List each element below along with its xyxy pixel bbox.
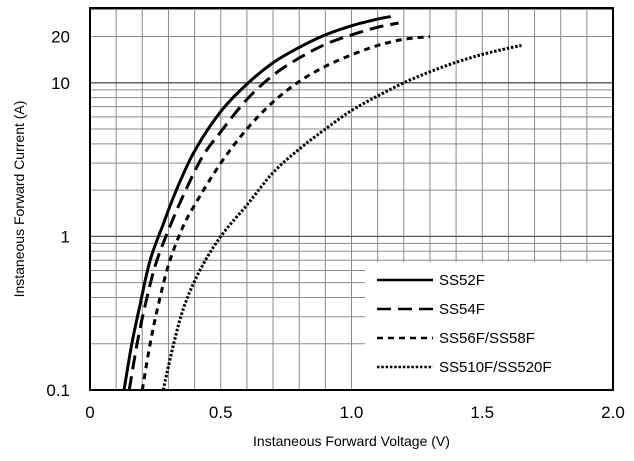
legend-box bbox=[365, 262, 613, 390]
series-line-1 bbox=[122, 15, 392, 391]
x-tick-label: 1.0 bbox=[340, 403, 364, 422]
series-group bbox=[122, 15, 522, 391]
series-line-4 bbox=[161, 44, 522, 391]
series-line-2 bbox=[127, 21, 399, 391]
legend-label: SS54F bbox=[439, 301, 485, 318]
legend-label: SS56F/SS58F bbox=[439, 330, 535, 347]
tick-labels: 0 0.5 1.0 1.5 2.0 0.1 1 10 20 bbox=[46, 28, 624, 422]
x-tick-label: 0.5 bbox=[209, 403, 233, 422]
x-tick-label: 1.5 bbox=[470, 403, 494, 422]
y-tick-label: 10 bbox=[51, 74, 70, 93]
x-axis-title: Instaneous Forward Voltage (V) bbox=[253, 433, 450, 449]
y-tick-label: 20 bbox=[51, 28, 70, 47]
y-tick-label: 1 bbox=[61, 227, 70, 246]
plot-frame bbox=[89, 7, 614, 391]
legend-label: SS510F/SS520F bbox=[439, 359, 552, 376]
legend: SS52F SS54F SS56F/SS58F SS510F/SS520F bbox=[365, 262, 613, 390]
x-tick-label: 0 bbox=[85, 403, 94, 422]
y-tick-label: 0.1 bbox=[46, 381, 70, 400]
y-axis-title: Instaneous Forward Current (A) bbox=[11, 101, 27, 298]
legend-label: SS52F bbox=[439, 272, 485, 289]
x-tick-label: 2.0 bbox=[601, 403, 625, 422]
